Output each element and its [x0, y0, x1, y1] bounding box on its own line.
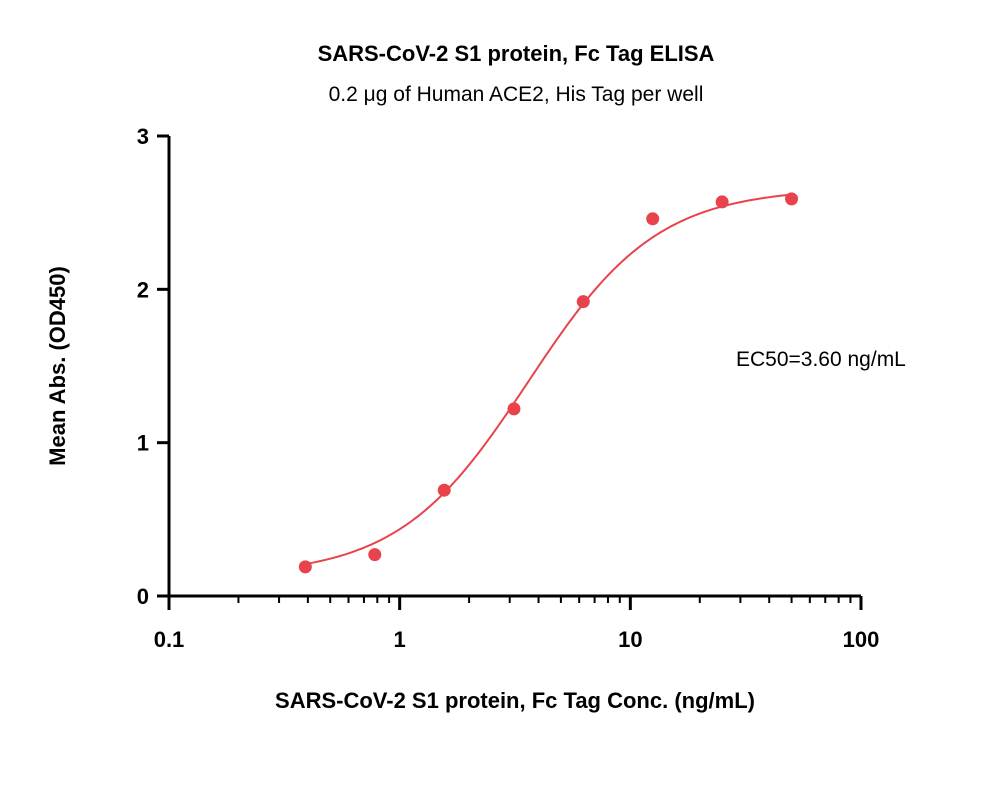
x-tick-label: 10: [618, 627, 642, 652]
x-tick-label: 100: [843, 627, 880, 652]
data-points: [298, 192, 799, 574]
y-axis-ticks: 0 1 2 3: [137, 124, 169, 609]
y-axis-label: Mean Abs. (OD450): [45, 266, 70, 466]
data-point: [576, 295, 590, 309]
x-tick-label: 1: [394, 627, 406, 652]
data-point: [715, 195, 729, 209]
x-axis-ticks: 0.1 1 10 100: [154, 596, 880, 652]
data-point: [298, 560, 312, 574]
y-tick-label: 0: [137, 584, 149, 609]
y-tick-label: 1: [137, 431, 149, 456]
data-point: [507, 402, 521, 416]
fit-curve: [305, 193, 792, 566]
ec50-annotation: EC50=3.60 ng/mL: [736, 348, 906, 371]
data-point: [437, 483, 451, 497]
x-axis-label: SARS-CoV-2 S1 protein, Fc Tag Conc. (ng/…: [275, 688, 755, 713]
data-point: [785, 192, 799, 206]
y-tick-label: 2: [137, 277, 149, 302]
y-tick-label: 3: [137, 124, 149, 149]
data-point: [368, 548, 382, 562]
chart-title: SARS-CoV-2 S1 protein, Fc Tag ELISA: [318, 41, 715, 66]
chart-subtitle: 0.2 μg of Human ACE2, His Tag per well: [329, 83, 704, 106]
data-point: [646, 212, 660, 226]
x-tick-label: 0.1: [154, 627, 185, 652]
